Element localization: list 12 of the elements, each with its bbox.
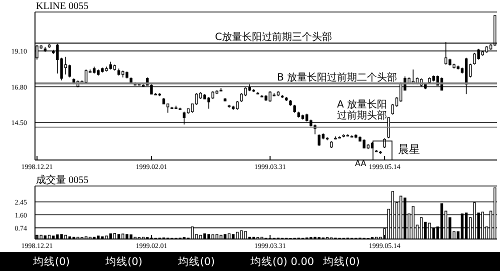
annotation: AA [355, 159, 367, 168]
chart-title: KLINE 0055 [36, 1, 88, 12]
text: 均线(0) [106, 255, 142, 269]
chart-title: 成交量 0055 [36, 174, 88, 186]
annotation: 晨星 [398, 143, 420, 156]
text: 均线(0) [323, 255, 360, 269]
ref-line-label: C放量长阳过前期三个头部 [215, 31, 332, 44]
text: 均线(0) [178, 255, 215, 269]
text: 均线(0) [33, 255, 70, 269]
ref-line-label: A 放量长阳过前期头部 [336, 98, 387, 122]
text: 均线(0) 0.00 [250, 255, 314, 269]
ref-line-label: B 放量长阳过前期二个头部 [276, 71, 397, 84]
